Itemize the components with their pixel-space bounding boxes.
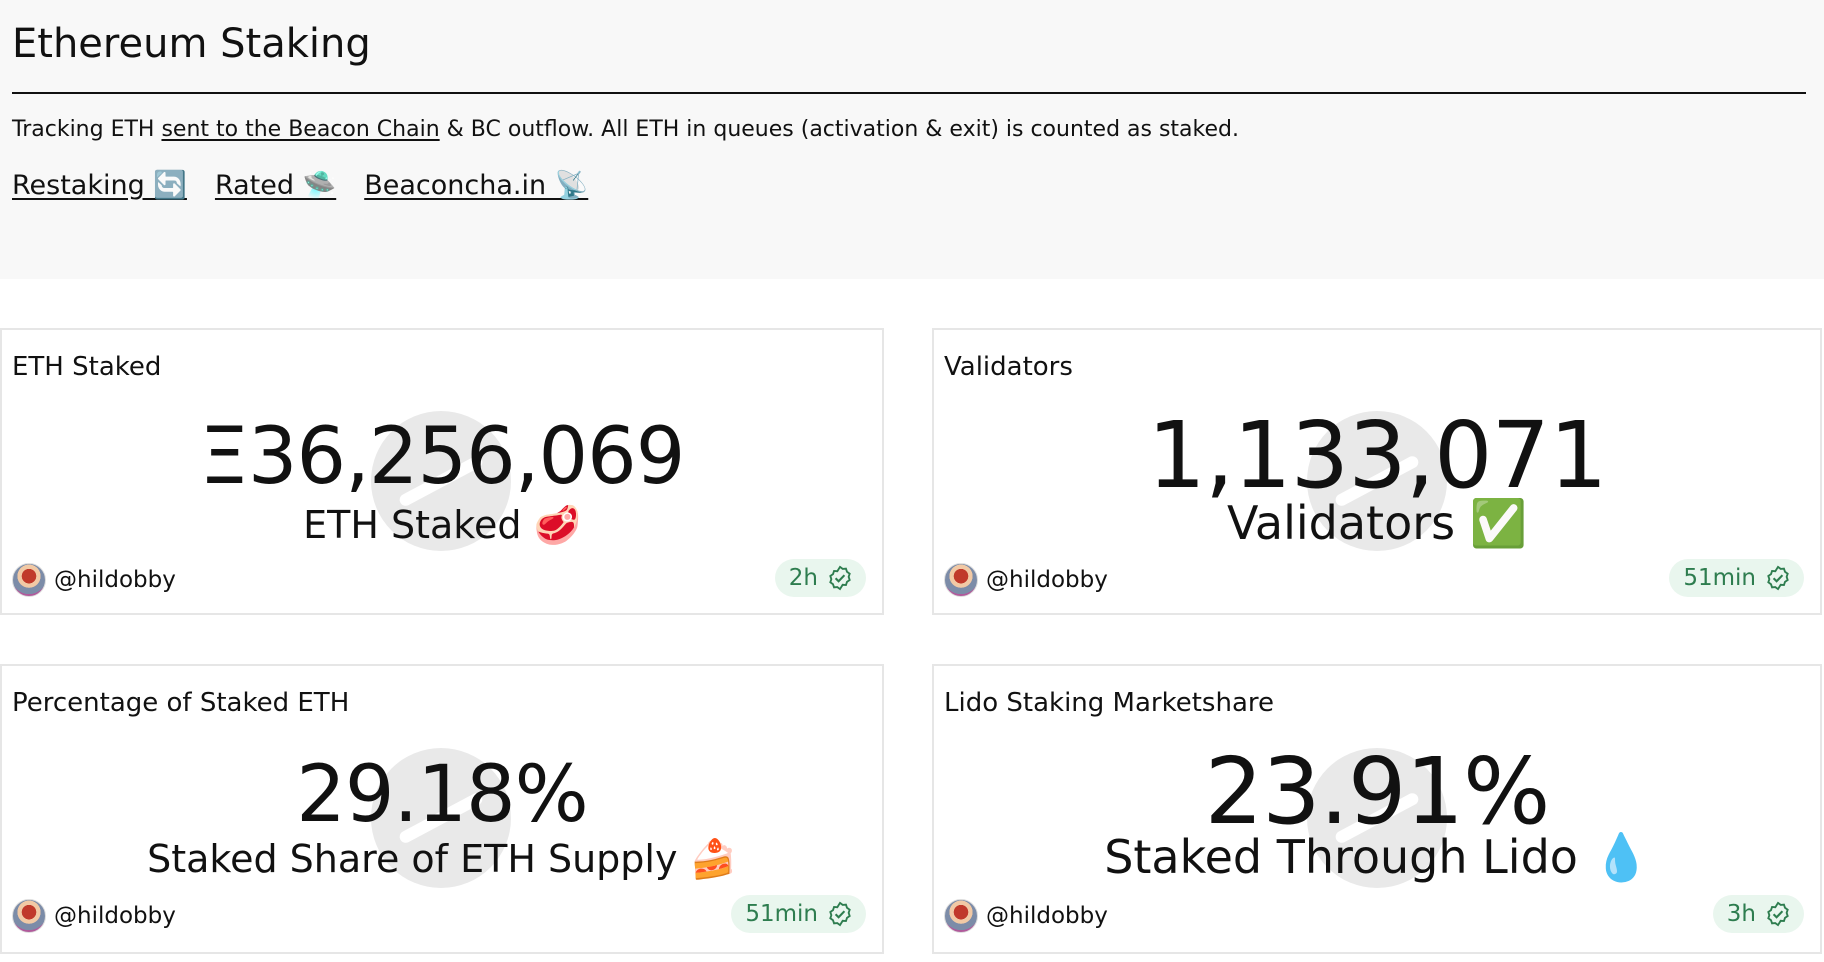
card-title: Percentage of Staked ETH [12, 688, 350, 718]
author[interactable]: @hildobby [944, 899, 1108, 933]
refresh-badge[interactable]: 51min [731, 895, 866, 933]
verified-check-icon [829, 565, 851, 591]
refresh-age: 51min [1683, 565, 1756, 591]
beacon-chain-link[interactable]: sent to the Beacon Chain [161, 117, 440, 142]
lido-marketshare-card: Lido Staking Marketshare 23.91% Staked T… [932, 664, 1822, 954]
staked-percentage-card: Percentage of Staked ETH 29.18% Staked S… [0, 664, 884, 954]
dune-logo-watermark-icon [1307, 411, 1447, 551]
author-handle: @hildobby [54, 567, 176, 593]
eth-staked-card: ETH Staked Ξ36,256,069 ETH Staked 🥩 @hil… [0, 328, 884, 615]
refresh-badge[interactable]: 2h [774, 559, 866, 597]
refresh-age: 51min [745, 901, 818, 927]
beaconchain-link[interactable]: Beaconcha.in 📡 [364, 170, 589, 201]
counter-value: 1,133,071 [1147, 402, 1607, 509]
dune-logo-watermark-icon [371, 411, 511, 551]
card-title: Lido Staking Marketshare [944, 688, 1274, 718]
refresh-age: 3h [1726, 901, 1756, 927]
author-handle: @hildobby [986, 903, 1108, 929]
description-prefix: Tracking ETH [12, 117, 162, 142]
page-title: Ethereum Staking [12, 21, 371, 67]
title-divider [12, 92, 1806, 94]
verified-check-icon [1767, 901, 1789, 927]
counter-subtitle: Validators ✅ [1227, 496, 1527, 550]
rated-link[interactable]: Rated 🛸 [214, 170, 337, 201]
refresh-age: 2h [788, 565, 818, 591]
page-header: Ethereum Staking Tracking ETH sent to th… [0, 0, 1824, 279]
dune-logo-watermark-icon [371, 748, 511, 888]
author[interactable]: @hildobby [12, 563, 176, 597]
counter-subtitle: ETH Staked 🥩 [303, 503, 581, 547]
author[interactable]: @hildobby [944, 563, 1108, 597]
validators-card: Validators 1,133,071 Validators ✅ @hildo… [932, 328, 1822, 615]
dune-logo-watermark-icon [1307, 748, 1447, 888]
refresh-badge[interactable]: 51min [1669, 559, 1804, 597]
avatar [12, 563, 46, 597]
external-links: Restaking 🔄 Rated 🛸 Beaconcha.in 📡 [12, 168, 588, 204]
author-handle: @hildobby [54, 903, 176, 929]
avatar [944, 563, 978, 597]
avatar [12, 899, 46, 933]
counter-subtitle: Staked Through Lido 💧 [1104, 830, 1650, 884]
verified-check-icon [829, 901, 851, 927]
counter-value: 29.18% [296, 750, 588, 840]
restaking-link[interactable]: Restaking 🔄 [12, 170, 187, 201]
counter-value: Ξ36,256,069 [199, 412, 686, 502]
refresh-badge[interactable]: 3h [1712, 895, 1804, 933]
author-handle: @hildobby [986, 567, 1108, 593]
card-title: ETH Staked [12, 352, 162, 382]
verified-check-icon [1767, 565, 1789, 591]
avatar [944, 899, 978, 933]
author[interactable]: @hildobby [12, 899, 176, 933]
page-description: Tracking ETH sent to the Beacon Chain & … [12, 116, 1239, 144]
description-suffix: & BC outflow. All ETH in queues (activat… [439, 117, 1239, 142]
card-title: Validators [944, 352, 1073, 382]
counter-subtitle: Staked Share of ETH Supply 🍰 [147, 837, 737, 881]
counter-value: 23.91% [1204, 738, 1551, 845]
